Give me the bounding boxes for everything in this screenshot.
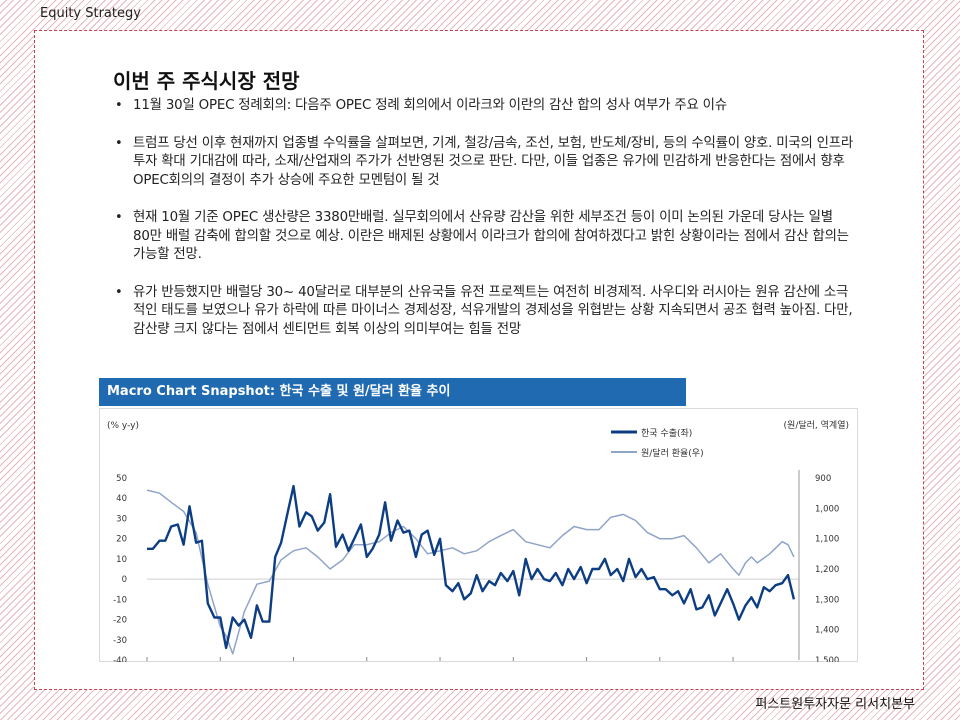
right-tick-label: 1,500 bbox=[815, 656, 839, 662]
left-tick-label: -30 bbox=[113, 636, 127, 646]
bullet-dot-icon: • bbox=[115, 284, 123, 300]
left-tick-label: 30 bbox=[116, 514, 127, 524]
right-tick-label: 1,300 bbox=[815, 595, 839, 605]
left-axis-label: (% y-y) bbox=[107, 421, 139, 431]
bullet-dot-icon: • bbox=[115, 135, 123, 151]
right-tick-label: 900 bbox=[815, 474, 831, 484]
chart-header: Macro Chart Snapshot: 한국 수출 및 원/달러 환율 추이 bbox=[99, 378, 686, 406]
bullet-dot-icon: • bbox=[115, 210, 123, 225]
series-line-fx bbox=[146, 489, 795, 655]
right-tick-label: 1,000 bbox=[815, 504, 839, 514]
section-label: Equity Strategy bbox=[40, 6, 141, 21]
line-chart: (% y-y) (원/달러, 역계열) 50 40 30 20 10 0 -10 -20 -30… bbox=[99, 408, 858, 679]
bullet-item: • 트럼프 당선 이후 현재까지 업종별 수익률을 살펴보면, 기계, 철강/금속… bbox=[113, 135, 853, 191]
legend-label-exports: 한국 수출(좌) bbox=[641, 428, 692, 439]
content-frame: 이번 주 주식시장 전망 • 11월 30일 OPEC 정례회의: 다음주 OPE… bbox=[34, 30, 924, 690]
left-tick-label: 0 bbox=[122, 575, 127, 585]
bullet-text: 트럼프 당선 이후 현재까지 업종별 수익률을 살펴보면, 기계, 철강/금속,… bbox=[133, 135, 854, 188]
bullet-text: 11월 30일 OPEC 정례회의: 다음주 OPEC 정례 회의에서 이라크와… bbox=[133, 98, 727, 113]
chart-container: (% y-y) (원/달러, 역계열) 50 40 30 20 10 0 -10 -20 -30… bbox=[99, 408, 859, 679]
bullet-item: • 11월 30일 OPEC 정례회의: 다음주 OPEC 정례 회의에서 이라크… bbox=[113, 97, 853, 116]
bullet-item: • 유가 반등했지만 배럴당 30~ 40달러로 대부분의 산유국들 유전 프로젝… bbox=[113, 284, 853, 340]
left-tick-label: -10 bbox=[113, 595, 127, 605]
bullet-list: • 11월 30일 OPEC 정례회의: 다음주 OPEC 정례 회의에서 이라크… bbox=[113, 97, 853, 358]
right-axis-label: (원/달러, 역계열) bbox=[784, 419, 849, 431]
bullet-text: 유가 반등했지만 배럴당 30~ 40달러로 대부분의 산유국들 유전 프로젝트… bbox=[133, 284, 853, 337]
left-tick-label: 40 bbox=[116, 494, 127, 504]
page-title: 이번 주 주식시장 전망 bbox=[113, 69, 300, 93]
right-tick-label: 1,100 bbox=[815, 535, 839, 545]
bullet-item: • 현재 10월 기준 OPEC 생산량은 3380만배럴. 실무회의에서 산유량… bbox=[113, 209, 853, 265]
left-tick-label: -40 bbox=[113, 656, 127, 662]
left-tick-label: 10 bbox=[116, 555, 127, 565]
left-tick-label: 50 bbox=[116, 474, 127, 484]
right-tick-label: 1,200 bbox=[815, 565, 839, 575]
bullet-text: 현재 10월 기준 OPEC 생산량은 3380만배럴. 실무회의에서 산유량 … bbox=[133, 210, 849, 262]
left-tick-label: -20 bbox=[113, 616, 127, 626]
chart-plot-border bbox=[99, 408, 858, 662]
legend-label-fx: 원/달러 환율(우) bbox=[641, 447, 704, 459]
footer-label: 퍼스트원투자자문 리서치본부 bbox=[755, 697, 915, 712]
right-tick-label: 1,400 bbox=[815, 626, 839, 636]
left-tick-label: 20 bbox=[116, 535, 127, 545]
series-line-exports bbox=[147, 484, 796, 650]
bullet-dot-icon: • bbox=[115, 98, 123, 113]
